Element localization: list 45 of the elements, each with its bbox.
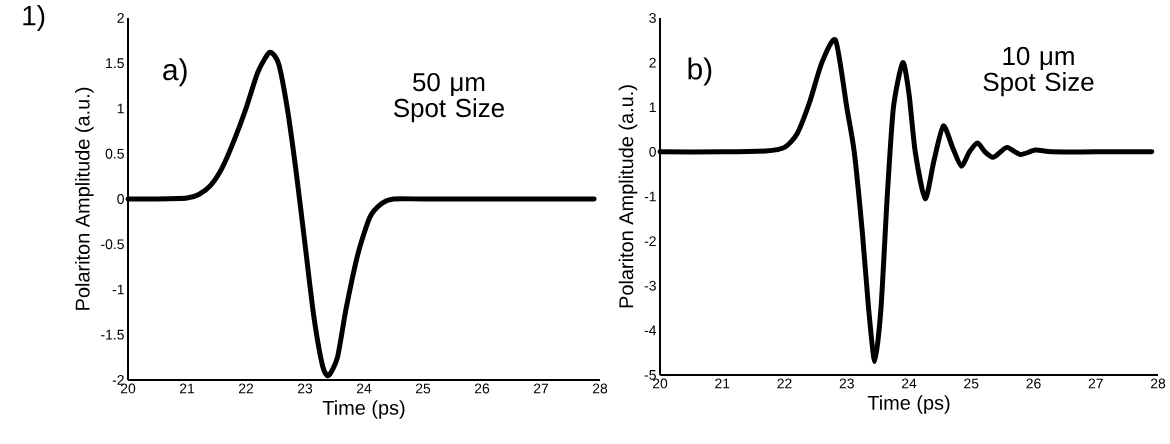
x-tick-label: 27 bbox=[533, 383, 549, 394]
y-tick-label: -1 bbox=[112, 284, 124, 295]
x-tick-label: 24 bbox=[901, 378, 917, 389]
y-tick-label: 1.5 bbox=[106, 58, 124, 69]
y-tick-label: -3 bbox=[644, 280, 656, 291]
x-tick-label: 27 bbox=[1088, 378, 1103, 389]
x-tick-label: 26 bbox=[1026, 378, 1041, 389]
annotation: 10 μm Spot Size bbox=[983, 46, 1094, 97]
y-tick-label: 1 bbox=[649, 102, 656, 113]
annotation: a) bbox=[163, 58, 187, 87]
x-tick-label: 21 bbox=[715, 378, 730, 389]
x-axis-title: Time (ps) bbox=[322, 400, 405, 419]
y-tick-label: 0 bbox=[649, 146, 656, 157]
y-tick-label: 2 bbox=[649, 57, 656, 68]
y-tick-label: -2 bbox=[644, 236, 656, 246]
y-tick-label: 0.5 bbox=[105, 148, 124, 159]
y-tick-label: 2 bbox=[117, 13, 124, 23]
annotation: b) bbox=[688, 57, 712, 86]
x-tick-label: 22 bbox=[777, 378, 792, 389]
x-tick-label: 24 bbox=[356, 383, 372, 394]
text: 1) bbox=[23, 5, 45, 31]
y-tick-label: -2 bbox=[112, 375, 124, 385]
y-tick-label: 3 bbox=[649, 13, 656, 23]
y-axis-title: Polariton Amplitude (a.u.) bbox=[75, 87, 94, 310]
x-tick-label: 28 bbox=[1150, 378, 1166, 389]
x-tick-label: 23 bbox=[839, 378, 854, 389]
y-tick-label: -0.5 bbox=[101, 239, 124, 250]
y-tick-label: 0 bbox=[117, 194, 124, 204]
y-tick-label: -5 bbox=[644, 370, 656, 380]
x-tick-label: 28 bbox=[592, 383, 608, 394]
y-axis-title: Polariton Amplitude (a.u.) bbox=[618, 85, 638, 308]
x-tick-label: 22 bbox=[238, 383, 254, 394]
x-tick-label: 25 bbox=[964, 378, 979, 389]
x-tick-label: 20 bbox=[652, 378, 668, 389]
x-tick-label: 21 bbox=[179, 383, 195, 394]
x-tick-label: 26 bbox=[474, 383, 490, 394]
y-tick-label: -4 bbox=[644, 325, 657, 336]
x-axis-title: Time (ps) bbox=[867, 395, 950, 414]
y-tick-label: -1.5 bbox=[101, 329, 124, 340]
x-tick-label: 20 bbox=[120, 383, 136, 394]
annotation: 50 μm Spot Size bbox=[393, 72, 504, 123]
x-tick-label: 25 bbox=[415, 383, 431, 394]
x-tick-label: 23 bbox=[297, 383, 313, 394]
y-tick-label: -1 bbox=[644, 191, 656, 202]
y-tick-label: 1 bbox=[117, 103, 124, 114]
